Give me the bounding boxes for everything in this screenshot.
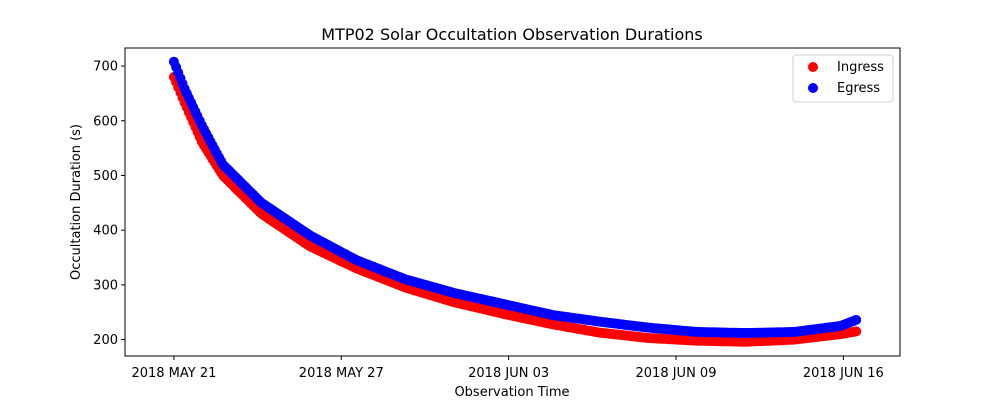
x-tick-label: 2018 JUN 03: [468, 366, 549, 381]
y-axis: 200 300 400 500 600 700: [93, 60, 125, 348]
legend-box: [792, 54, 894, 103]
legend-marker-ingress: [808, 62, 818, 72]
y-tick-label: 200: [93, 333, 118, 348]
y-tick-label: 300: [93, 278, 118, 293]
legend: Ingress Egress: [792, 54, 894, 103]
x-tick-label: 2018 MAY 21: [131, 366, 216, 381]
x-tick-label: 2018 JUN 16: [803, 366, 884, 381]
data-point-egress: [851, 314, 862, 325]
legend-label-egress: Egress: [837, 81, 880, 96]
legend-marker-egress: [808, 83, 818, 93]
y-tick-label: 600: [93, 114, 118, 129]
y-tick-label: 400: [93, 224, 118, 239]
x-tick-label: 2018 MAY 27: [299, 366, 384, 381]
y-tick-label: 500: [93, 169, 118, 184]
x-axis-label: Observation Time: [454, 385, 569, 400]
x-axis: 2018 MAY 21 2018 MAY 27 2018 JUN 03 2018 JU…: [131, 356, 884, 381]
y-tick-label: 700: [93, 60, 118, 75]
chart-title: MTP02 Solar Occultation Observation Dura…: [321, 25, 702, 44]
plot-area-frame: [124, 47, 901, 357]
plot-points: [168, 56, 862, 347]
y-axis-label: Occultation Duration (s): [69, 124, 84, 280]
x-tick-label: 2018 JUN 09: [636, 366, 717, 381]
legend-label-ingress: Ingress: [837, 60, 884, 75]
data-point-ingress: [851, 326, 862, 337]
